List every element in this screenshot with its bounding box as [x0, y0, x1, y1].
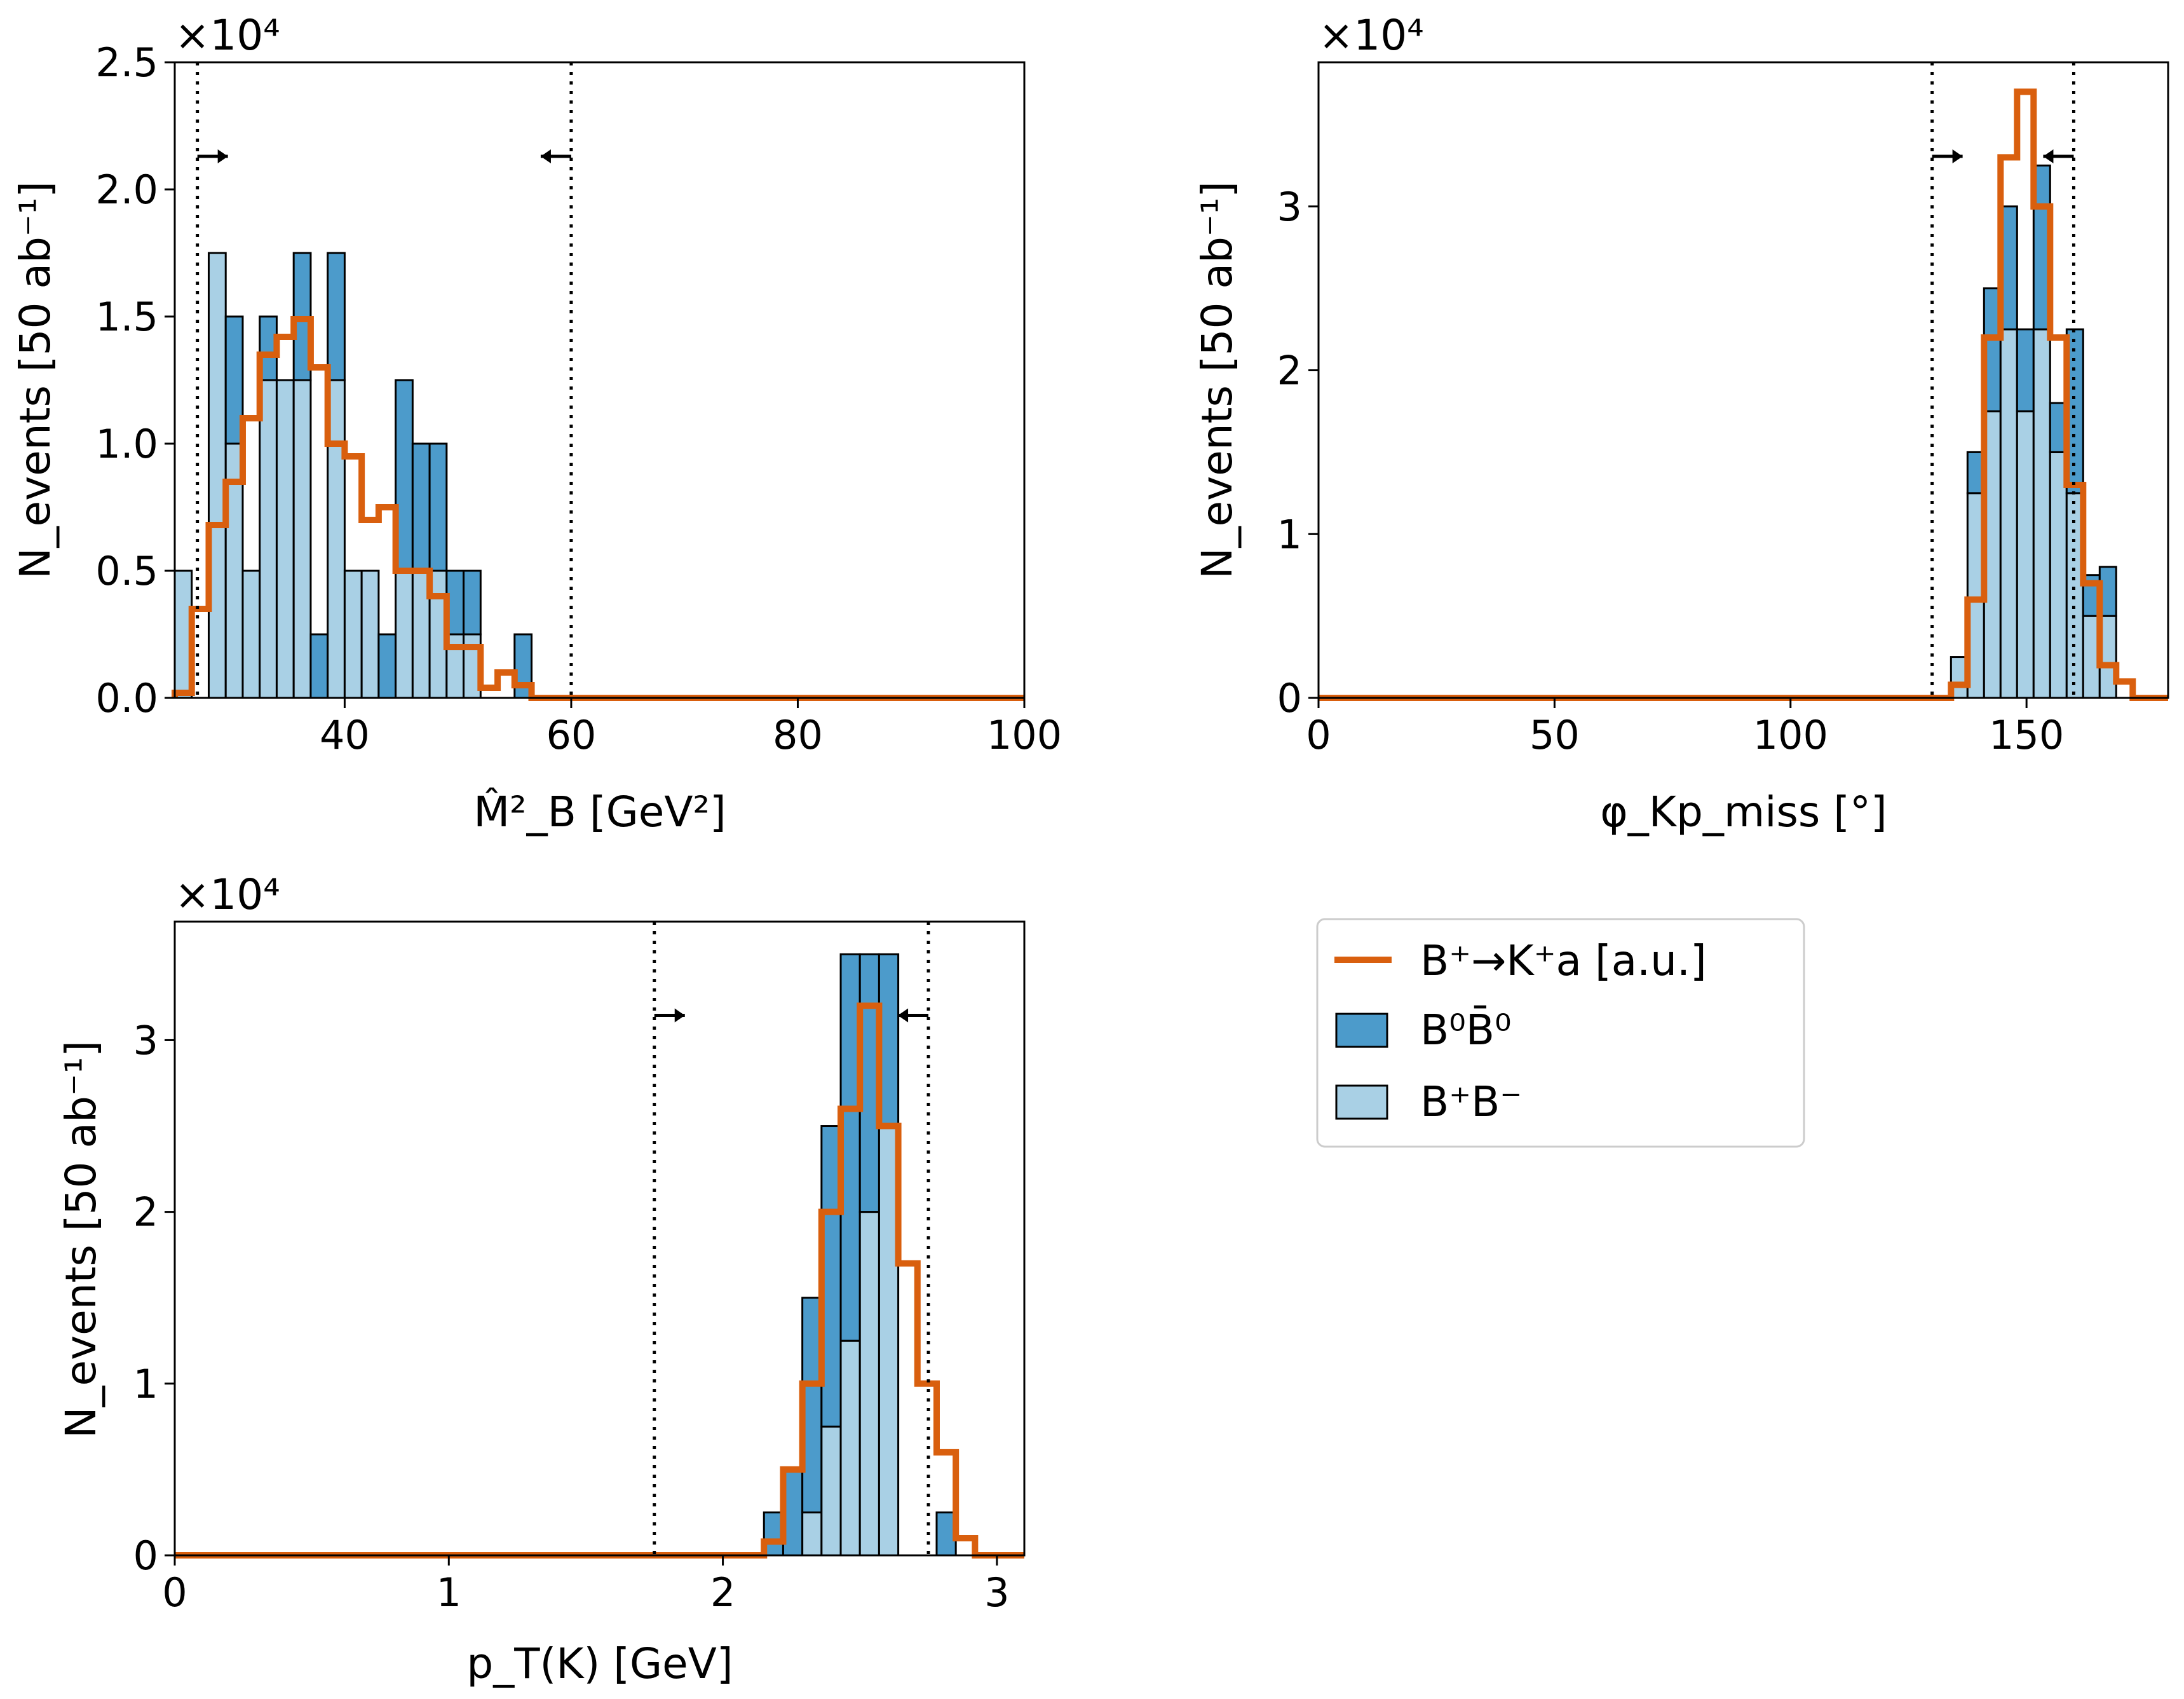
panel-mb2-bar-bpbm-4: [241, 570, 261, 699]
panel-mb2-bar-b0b0bar-15: [428, 442, 448, 572]
panel-phi-ylabel: N_events [50 ab⁻¹]: [1193, 181, 1242, 579]
panel-phi-ticks: 0 50 100 150 0 1 2 3: [1277, 184, 2065, 758]
panel-phi-ytick-label-0: 0: [1277, 675, 1302, 721]
panel-pt-frame: [173, 920, 1026, 1557]
panel-mb2-ytick-label-1: 0.5: [95, 548, 158, 594]
panel-pt-xlabel: p_T(K) [GeV]: [466, 1639, 733, 1688]
panel-mb2-ytick-label-4: 2.0: [95, 167, 158, 213]
panel-pt-xtick-label-3: 3: [984, 1569, 1009, 1616]
panel-mb2-cuts: [196, 62, 573, 698]
panel-pt-cut-arrow-head-1: [898, 1008, 909, 1023]
panel-pt-xtick-label-2: 2: [710, 1569, 735, 1616]
panel-phi-bar-bpbm-6: [2049, 451, 2068, 699]
panel-mb2-bar-b0b0bar-8: [309, 633, 329, 699]
panel-phi-xlabel: φ_Kp_miss [°]: [1600, 788, 1887, 836]
panel-pt-ytick-label-3: 3: [133, 1017, 158, 1063]
panel-mb2-xtick-label-1: 60: [546, 712, 596, 758]
panel-mb2-bar-bpbm-11: [360, 570, 380, 699]
panel-pt-bar-bpbm-2: [801, 1511, 823, 1557]
panel-mb2-bar-bpbm-5: [259, 379, 278, 699]
panel-mb2-bar-b0b0bar-12: [377, 633, 397, 699]
panel-pt-bar-b0b0bar-6: [878, 953, 900, 1128]
panel-mb2-ytick-label-5: 2.5: [95, 39, 158, 86]
panel-phi-frame: [1317, 61, 2169, 699]
panel-pt-ytick-label-2: 2: [133, 1189, 158, 1236]
panel-pt-bars: [763, 953, 957, 1557]
legend: B⁺→K⁺a [a.u.] B⁰B̄⁰ B⁺B⁻: [1316, 918, 1805, 1148]
panel-mb2-xtick-label-2: 80: [773, 712, 823, 758]
panel-phi-signal-line: [1319, 88, 2168, 701]
panel-phi-ytick-label-3: 3: [1277, 184, 1302, 230]
legend-label-signal: B⁺→K⁺a [a.u.]: [1420, 936, 1707, 985]
panel-mb2-bar-b0b0bar-14: [411, 442, 431, 572]
panel-pt-bar-bpbm-4: [839, 1339, 861, 1557]
panel-phi-bar-bpbm-3: [1999, 328, 2018, 699]
panel-mb2-ytick-label-2: 1.0: [95, 421, 158, 467]
panel-mb2-signal: [172, 316, 1024, 701]
panel-phi-xtick-label-1: 50: [1529, 712, 1580, 758]
panel-mb2-xtick-label-3: 100: [987, 712, 1062, 758]
panel-mb2-cut-arrow-head-1: [540, 149, 551, 163]
panel-pt-multiplier: ×10⁴: [175, 870, 280, 919]
panel-phi-cut-arrow-head-1: [2043, 149, 2054, 163]
panel-mb2-bar-b0b0bar-9: [327, 252, 346, 381]
panel-mb2-bar-bpbm-7: [292, 379, 312, 699]
panel-phi-bar-bpbm-5: [2032, 328, 2051, 699]
legend-frame: [1316, 918, 1805, 1148]
panel-mb2-multiplier: ×10⁴: [175, 11, 280, 60]
legend-swatch-b0b0bar: [1335, 1013, 1388, 1048]
panel-mb2-ytick-label-0: 0.0: [95, 675, 158, 721]
panel-pt-bar-b0b0bar-5: [858, 953, 880, 1213]
panel-pt-xtick-label-0: 0: [162, 1569, 187, 1616]
panel-mb2: 40 60 80 100 0.0 0.5 1.0 1.5 2.0 2.5 M̂²_B [GeV²]…: [11, 11, 1062, 836]
panel-mb2-bar-bpbm-13: [395, 570, 414, 699]
panel-pt-ytick-label-0: 0: [133, 1532, 158, 1579]
panel-pt-signal-line: [175, 1002, 1024, 1559]
legend-swatch-bpbm: [1335, 1084, 1388, 1120]
panel-phi-signal: [1319, 88, 2168, 701]
panel-phi-bars: [1950, 164, 2117, 699]
panel-phi-bar-bpbm-4: [2016, 410, 2035, 699]
panel-pt-ytick-label-1: 1: [133, 1361, 158, 1407]
panel-phi-xtick-label-2: 100: [1753, 712, 1828, 758]
panel-mb2-bars: [173, 252, 533, 699]
panel-phi-ytick-label-1: 1: [1277, 511, 1302, 557]
panel-phi-cuts: [1930, 62, 2075, 698]
panel-mb2-ticks: 40 60 80 100 0.0 0.5 1.0 1.5 2.0 2.5: [95, 39, 1062, 758]
panel-mb2-frame: [173, 61, 1026, 699]
panel-pt: 0 1 2 3 0 1 2 3 p_T(K) [GeV] N_events [50 ab⁻¹]…: [57, 870, 1026, 1688]
panel-mb2-xlabel: M̂²_B [GeV²]: [473, 787, 726, 836]
panel-mb2-ytick-label-3: 1.5: [95, 294, 158, 340]
panel-mb2-signal-line: [172, 316, 1024, 701]
panel-pt-cut-arrow-head-0: [674, 1008, 685, 1023]
legend-label-bpbm: B⁺B⁻: [1420, 1077, 1522, 1126]
panel-pt-bar-bpbm-5: [858, 1211, 880, 1557]
panel-pt-cuts: [653, 922, 930, 1555]
panel-phi: 0 50 100 150 0 1 2 3 φ_Kp_miss [°] N_events [50…: [1193, 11, 2169, 836]
panel-phi-multiplier: ×10⁴: [1319, 11, 1424, 60]
panel-mb2-bar-bpbm-2: [207, 252, 227, 699]
panel-phi-bar-b0b0bar-4: [2016, 328, 2035, 413]
panel-mb2-ylabel: N_events [50 ab⁻¹]: [11, 181, 60, 579]
panel-phi-ytick-label-2: 2: [1277, 348, 1302, 394]
panel-mb2-bar-b0b0bar-17: [463, 570, 482, 636]
panel-pt-ylabel: N_events [50 ab⁻¹]: [57, 1041, 105, 1438]
panel-pt-signal: [175, 1002, 1024, 1559]
panel-mb2-cut-arrow-head-0: [217, 149, 228, 163]
panel-pt-ticks: 0 1 2 3 0 1 2 3: [133, 1017, 1010, 1616]
panel-mb2-bar-bpbm-10: [343, 570, 363, 699]
panel-pt-xtick-label-1: 1: [437, 1569, 461, 1616]
panel-mb2-xtick-label-0: 40: [320, 712, 370, 758]
legend-label-b0b0bar: B⁰B̄⁰: [1420, 1006, 1511, 1054]
panel-phi-xtick-label-0: 0: [1306, 712, 1331, 758]
panel-phi-xtick-label-3: 150: [1989, 712, 2064, 758]
panel-phi-cut-arrow-head-0: [1952, 149, 1963, 163]
panel-pt-bar-bpbm-3: [820, 1425, 842, 1557]
panel-mb2-bar-bpbm-6: [275, 379, 295, 699]
